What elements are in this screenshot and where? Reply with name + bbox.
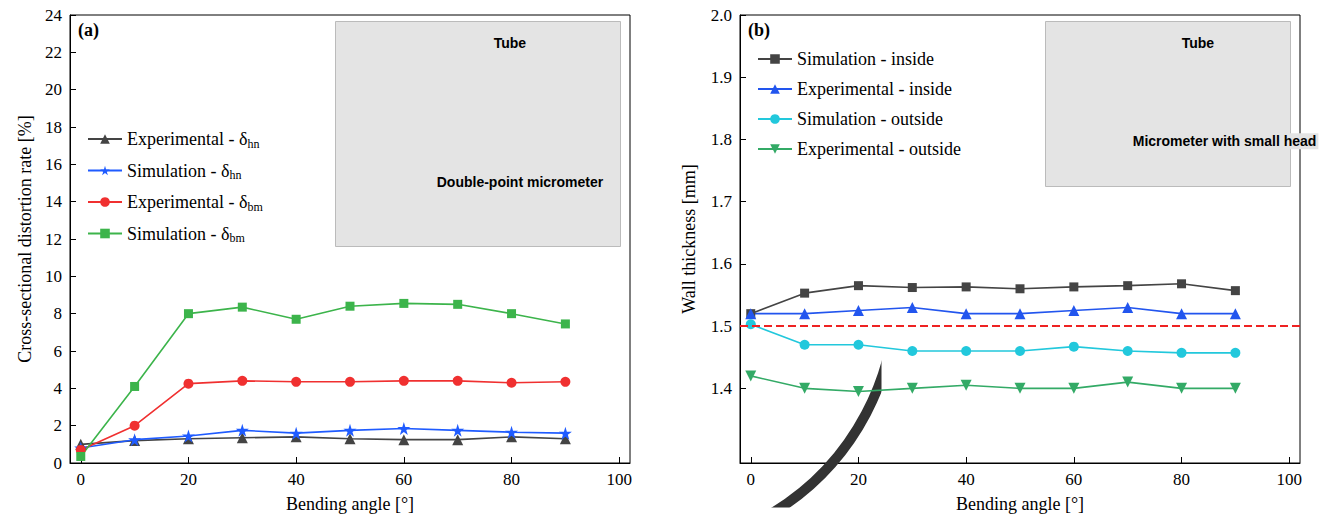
svg-text:100: 100	[606, 470, 632, 489]
svg-text:100: 100	[1276, 470, 1302, 489]
svg-text:Simulation - δ: Simulation - δ	[127, 224, 229, 244]
svg-text:20: 20	[850, 470, 867, 489]
svg-text:1.7: 1.7	[711, 192, 733, 211]
svg-text:Simulation - inside: Simulation - inside	[797, 49, 934, 69]
svg-text:Bending angle [°]: Bending angle [°]	[286, 494, 414, 514]
svg-text:Experimental - outside: Experimental - outside	[797, 139, 961, 159]
svg-text:40: 40	[288, 470, 305, 489]
svg-text:Wall thickness [mm]: Wall thickness [mm]	[679, 164, 699, 314]
svg-text:2.0: 2.0	[711, 6, 732, 25]
svg-text:1.6: 1.6	[711, 254, 732, 273]
svg-text:(a): (a)	[78, 20, 99, 41]
svg-text:16: 16	[45, 155, 62, 174]
svg-text:0: 0	[54, 454, 63, 473]
svg-text:Experimental - δ: Experimental - δ	[127, 129, 247, 149]
svg-text:0: 0	[77, 470, 86, 489]
svg-text:Tube: Tube	[1182, 35, 1215, 51]
svg-text:80: 80	[1173, 470, 1190, 489]
svg-text:Simulation - outside: Simulation - outside	[797, 109, 943, 129]
svg-text:Bending angle [°]: Bending angle [°]	[956, 494, 1084, 514]
svg-text:Experimental - inside: Experimental - inside	[797, 79, 952, 99]
svg-text:20: 20	[45, 80, 62, 99]
svg-text:8: 8	[54, 304, 63, 323]
svg-text:80: 80	[503, 470, 520, 489]
svg-text:Micrometer with small head: Micrometer with small head	[1133, 133, 1317, 149]
svg-text:14: 14	[45, 192, 63, 211]
svg-text:bm: bm	[229, 231, 245, 245]
svg-text:Cross-sectional distortion rat: Cross-sectional distortion rate [%]	[15, 115, 35, 362]
svg-text:(b): (b)	[748, 20, 770, 41]
svg-text:Simulation - δ: Simulation - δ	[127, 161, 229, 181]
svg-text:24: 24	[45, 6, 63, 25]
svg-text:hn: hn	[247, 137, 259, 151]
svg-text:60: 60	[395, 470, 412, 489]
svg-text:1.9: 1.9	[711, 68, 732, 87]
svg-text:12: 12	[45, 230, 62, 249]
svg-text:60: 60	[1065, 470, 1082, 489]
svg-text:18: 18	[45, 118, 62, 137]
svg-text:Tube: Tube	[494, 35, 527, 51]
svg-text:1.5: 1.5	[711, 317, 732, 336]
svg-text:10: 10	[45, 267, 62, 286]
svg-text:6: 6	[54, 342, 63, 361]
svg-text:4: 4	[54, 379, 63, 398]
svg-text:Double-point micrometer: Double-point micrometer	[437, 174, 604, 190]
svg-text:1.4: 1.4	[711, 379, 733, 398]
svg-text:20: 20	[180, 470, 197, 489]
svg-text:22: 22	[45, 43, 62, 62]
svg-text:1.8: 1.8	[711, 130, 732, 149]
svg-text:hn: hn	[229, 168, 241, 182]
svg-text:0: 0	[747, 470, 756, 489]
svg-text:40: 40	[958, 470, 975, 489]
svg-text:Experimental - δ: Experimental - δ	[127, 192, 247, 212]
svg-text:2: 2	[54, 416, 63, 435]
svg-text:bm: bm	[247, 200, 263, 214]
